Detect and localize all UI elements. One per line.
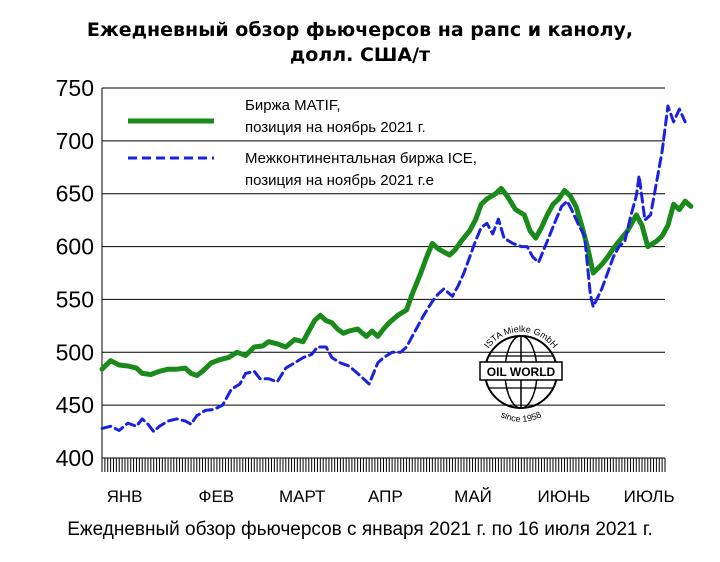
svg-text:since 1958: since 1958	[499, 409, 543, 424]
x-tick-label: ФЕВ	[199, 487, 235, 506]
chart-title-line1: Ежедневный обзор фьючерсов на рапс и кан…	[86, 19, 634, 41]
legend-label-ice-line1: Межконтинентальная биржа ICE,	[245, 150, 477, 167]
series-line-ice	[100, 104, 687, 434]
y-tick-label: 500	[56, 339, 94, 365]
y-axis: 400 450 500 550 600 650 700 750	[56, 75, 94, 471]
y-tick-label: 650	[56, 181, 94, 207]
legend-label-ice-line2: позиция на ноябрь 2021 г.е	[245, 172, 434, 189]
y-tick-label: 600	[56, 234, 94, 260]
legend-label-matif-line1: Биржа MATIF,	[245, 97, 341, 114]
x-axis-minor-ticks	[101, 458, 666, 472]
y-tick-label: 400	[56, 445, 94, 471]
series-line-matif	[99, 185, 694, 378]
legend-label-matif-line2: позиция на ноябрь 2021 г.	[245, 119, 426, 136]
y-tick-label: 700	[56, 128, 94, 154]
oil-world-logo: OIL WORLD ISTA Mielke GmbH since 1958	[479, 324, 563, 424]
x-tick-label: ИЮЛЬ	[624, 487, 675, 506]
y-tick-label: 550	[56, 286, 94, 312]
x-tick-label: ИЮНЬ	[537, 487, 590, 506]
chart-caption: Ежедневный обзор фьючерсов с января 2021…	[67, 519, 653, 540]
x-tick-label: ЯНВ	[107, 487, 143, 506]
x-axis: ЯНВ ФЕВ МАРТ АПР МАЙ ИЮНЬ ИЮЛЬ	[107, 487, 675, 506]
chart-title-line2: долл. США/т	[289, 44, 431, 66]
grid	[101, 87, 665, 459]
x-tick-label: МАЙ	[454, 487, 492, 506]
logo-bottom-text: since 1958	[499, 409, 543, 424]
chart-title: Ежедневный обзор фьючерсов на рапс и кан…	[0, 18, 720, 68]
y-tick-label: 750	[56, 75, 94, 101]
x-tick-label: АПР	[368, 487, 403, 506]
series-layer	[99, 104, 694, 434]
logo-center-text: OIL WORLD	[487, 365, 556, 379]
y-tick-label: 450	[56, 392, 94, 418]
x-tick-label: МАРТ	[279, 487, 325, 506]
legend: Биржа MATIF, позиция на ноябрь 2021 г. М…	[128, 97, 477, 189]
